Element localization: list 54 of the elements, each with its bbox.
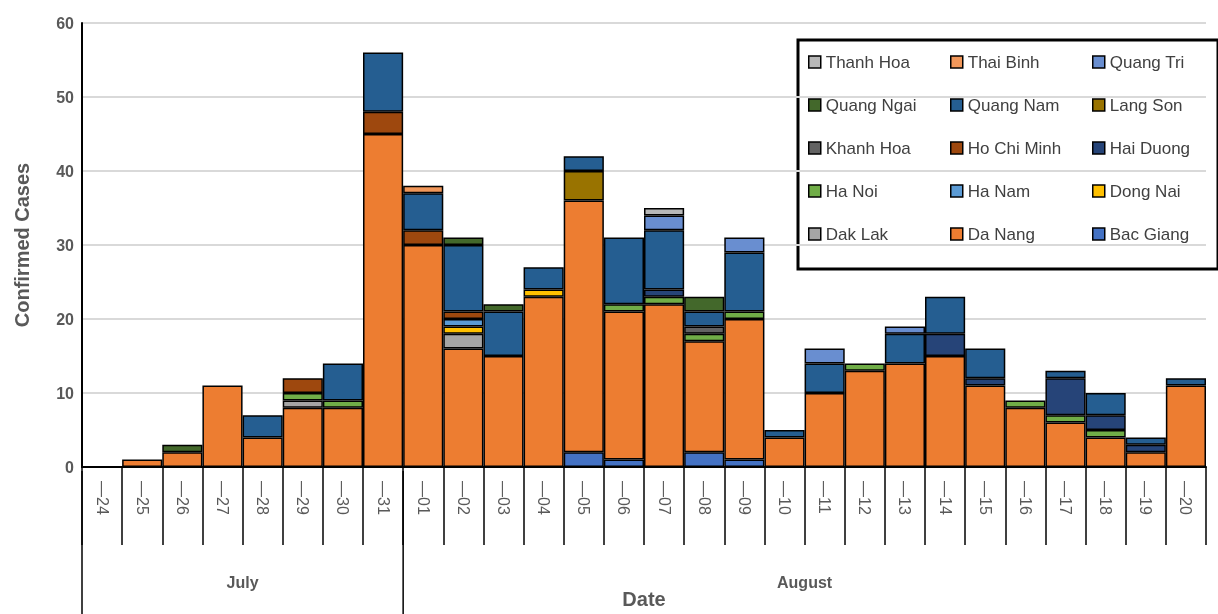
y-tick-label: 40 bbox=[56, 162, 75, 180]
legend-label: Lang Son bbox=[1109, 95, 1183, 115]
y-axis-title: Confirmed Cases bbox=[11, 162, 33, 328]
x-tick-label: —11 bbox=[816, 481, 834, 514]
x-tick-label: —04 bbox=[535, 481, 553, 515]
text: August bbox=[777, 573, 833, 591]
x-tick-label: —08 bbox=[695, 481, 713, 515]
x-tick-label: —31 bbox=[374, 481, 392, 515]
x-tick-label: —19 bbox=[1137, 481, 1155, 515]
legend-label: Quang Tri bbox=[1109, 52, 1185, 72]
legend-label: Dak Lak bbox=[825, 224, 889, 244]
x-tick-label: —07 bbox=[655, 481, 673, 515]
legend-label: Quang Ngai bbox=[825, 95, 917, 115]
y-tick-label: 60 bbox=[56, 14, 75, 32]
x-tick-label: —06 bbox=[615, 481, 633, 515]
x-tick-label: —27 bbox=[214, 481, 231, 515]
legend-label: Bac Giang bbox=[1109, 224, 1190, 244]
x-tick-label: —02 bbox=[454, 481, 472, 515]
legend-label: Hai Duong bbox=[1109, 138, 1191, 158]
legend-label: Ho Chi Minh bbox=[967, 138, 1062, 158]
x-tick-label: —15 bbox=[976, 481, 994, 515]
x-tick-label: —09 bbox=[735, 481, 753, 515]
x-tick-label: —16 bbox=[1016, 481, 1034, 515]
y-tick-label: 10 bbox=[56, 384, 75, 402]
legend-label: Ha Noi bbox=[825, 181, 878, 201]
y-tick-label: 20 bbox=[56, 310, 75, 328]
legend-label: Quang Nam bbox=[967, 95, 1060, 115]
legend-label: Thanh Hoa bbox=[825, 52, 911, 72]
x-tick-label: —01 bbox=[414, 481, 432, 515]
y-tick-label: 0 bbox=[65, 458, 75, 476]
legend-label: Khanh Hoa bbox=[825, 138, 912, 158]
x-tick-label: —14 bbox=[936, 481, 954, 515]
x-tick-label: —26 bbox=[173, 481, 191, 515]
x-tick-label: —13 bbox=[896, 481, 914, 515]
legend-label: Dong Nai bbox=[1109, 181, 1181, 201]
legend-label: Ha Nam bbox=[967, 181, 1031, 201]
x-tick-label: —30 bbox=[334, 481, 352, 515]
x-tick-label: —28 bbox=[254, 481, 272, 515]
text: July bbox=[226, 573, 259, 591]
x-tick-label: —18 bbox=[1097, 481, 1115, 515]
x-tick-label: —10 bbox=[776, 481, 793, 515]
x-axis-title: Date bbox=[622, 588, 666, 610]
x-tick-label: —12 bbox=[856, 481, 874, 515]
legend-label: Da Nang bbox=[967, 224, 1035, 244]
x-tick-label: —20 bbox=[1177, 481, 1195, 515]
x-tick-label: —17 bbox=[1057, 481, 1074, 515]
x-tick-label: —25 bbox=[133, 481, 151, 515]
y-tick-label: 50 bbox=[56, 88, 75, 106]
x-tick-label: —03 bbox=[495, 481, 512, 515]
legend-label: Thai Binh bbox=[967, 52, 1040, 72]
x-tick-label: —24 bbox=[93, 481, 111, 515]
y-tick-label: 30 bbox=[56, 236, 75, 254]
x-tick-label: —29 bbox=[294, 481, 312, 515]
x-tick-label: —05 bbox=[575, 481, 593, 515]
